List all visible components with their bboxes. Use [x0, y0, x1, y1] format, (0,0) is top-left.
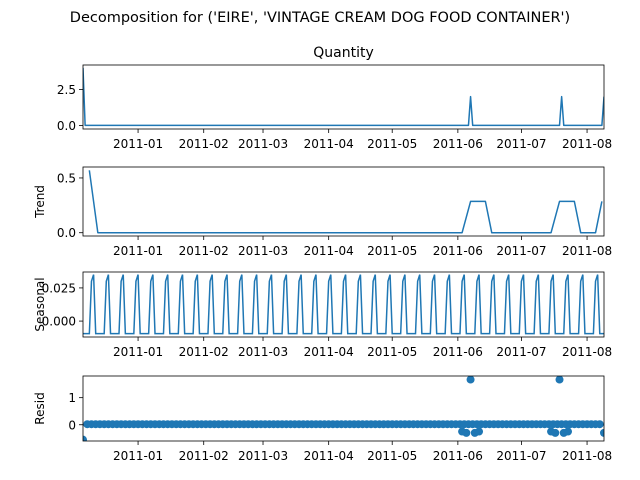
axes-frame [82, 271, 605, 338]
y-axis-label: Resid [33, 392, 47, 424]
panel-title: Quantity [313, 45, 374, 61]
x-tick-label: 2011-03 [238, 137, 288, 151]
x-tick-label: 2011-04 [304, 449, 354, 463]
axes-frame [82, 375, 605, 442]
x-tick-label: 2011-01 [113, 244, 163, 258]
figure-title: Decomposition for ('EIRE', 'VINTAGE CREA… [70, 10, 570, 26]
resid-point [600, 428, 604, 437]
x-tick-label: 2011-02 [179, 137, 229, 151]
x-tick-label: 2011-08 [562, 137, 612, 151]
x-tick-label: 2011-07 [496, 345, 546, 359]
x-tick-label: 2011-07 [496, 449, 546, 463]
x-tick-label: 2011-02 [179, 345, 229, 359]
axes-frame [82, 64, 605, 130]
x-tick-label: 2011-03 [238, 345, 288, 359]
x-tick-label: 2011-08 [562, 244, 612, 258]
panel-resid: Resid 0 1 2011-01 2011-02 2011-03 2011-04 2011-… [33, 375, 612, 463]
x-tick-label: 2011-08 [562, 345, 612, 359]
x-tick-label: 2011-07 [496, 137, 546, 151]
y-tick-label: 0 [68, 418, 76, 432]
resid-point [564, 427, 572, 436]
y-tick-label: 2.5 [57, 83, 76, 97]
x-tick-label: 2011-01 [113, 137, 163, 151]
resid-point [462, 428, 471, 437]
trend-line [88, 170, 603, 234]
resid-point [555, 376, 564, 384]
x-tick-label: 2011-05 [367, 244, 417, 258]
x-tick-label: 2011-04 [304, 137, 354, 151]
x-tick-label: 2011-04 [304, 345, 354, 359]
plot-area [83, 274, 604, 335]
x-tick-label: 2011-03 [238, 244, 288, 258]
x-tick-label: 2011-01 [113, 345, 163, 359]
x-tick-label: 2011-05 [367, 345, 417, 359]
resid-point [83, 435, 87, 441]
plot-area [83, 376, 604, 441]
x-tick-label: 2011-08 [562, 449, 612, 463]
resid-point [466, 376, 475, 384]
x-tick-label: 2011-02 [179, 244, 229, 258]
x-tick-label: 2011-05 [367, 137, 417, 151]
y-axis-label: Seasonal [33, 277, 47, 331]
seasonal-line [83, 274, 604, 335]
x-tick-label: 2011-06 [433, 449, 483, 463]
x-tick-label: 2011-06 [433, 244, 483, 258]
plot-area [83, 67, 604, 127]
x-tick-label: 2011-03 [238, 449, 288, 463]
quantity-line [83, 67, 604, 127]
x-tick-label: 2011-07 [496, 244, 546, 258]
y-tick-label: 0.0 [57, 226, 76, 240]
y-axis-label: Trend [33, 185, 47, 219]
y-tick-label: 0.000 [42, 315, 76, 329]
axes-frame [82, 166, 605, 237]
panels: Quantity 0.0 2.5 2011-01 2011-02 2011-03 2011-… [33, 45, 612, 463]
x-tick-label: 2011-02 [179, 449, 229, 463]
x-tick-label: 2011-01 [113, 449, 163, 463]
y-tick-label: 1 [68, 391, 76, 405]
x-tick-label: 2011-06 [433, 345, 483, 359]
resid-point [595, 420, 604, 429]
x-tick-label: 2011-04 [304, 244, 354, 258]
resid-point [475, 427, 484, 436]
y-tick-label: 0.5 [57, 171, 76, 185]
panel-quantity: Quantity 0.0 2.5 2011-01 2011-02 2011-03 2011-… [57, 45, 612, 151]
panel-trend: Trend 0.0 0.5 2011-01 2011-02 2011-03 2011-04 2… [33, 166, 612, 258]
y-tick-label: 0.025 [42, 281, 76, 295]
y-tick-label: 0.0 [57, 119, 76, 133]
x-tick-label: 2011-05 [367, 449, 417, 463]
x-tick-label: 2011-06 [433, 137, 483, 151]
plot-area [88, 170, 603, 234]
resid-point [551, 428, 560, 437]
